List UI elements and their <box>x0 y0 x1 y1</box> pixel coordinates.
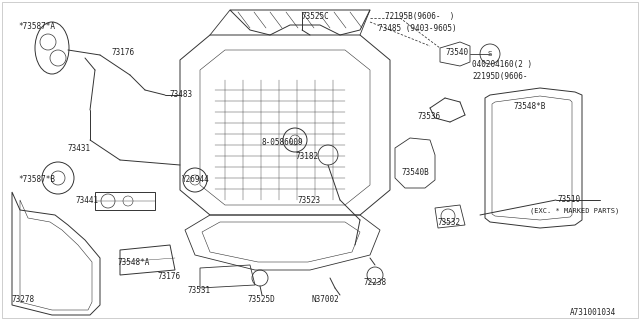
Text: 72195B(9606-  ): 72195B(9606- ) <box>385 12 454 21</box>
Text: 73540: 73540 <box>446 48 469 57</box>
Text: 73182: 73182 <box>295 152 318 161</box>
Text: 73525C: 73525C <box>302 12 330 21</box>
Text: 8-0586009: 8-0586009 <box>262 138 303 147</box>
Text: 73523: 73523 <box>298 196 321 205</box>
Text: Y26944: Y26944 <box>182 175 210 184</box>
Text: 73510: 73510 <box>558 195 581 204</box>
Text: 73525D: 73525D <box>248 295 276 304</box>
Text: 73431: 73431 <box>68 144 91 153</box>
Text: 040204160(2 ): 040204160(2 ) <box>472 60 532 69</box>
Text: 73441: 73441 <box>75 196 98 205</box>
Text: 73548*B: 73548*B <box>514 102 547 111</box>
Text: 73176: 73176 <box>158 272 181 281</box>
Text: N37002: N37002 <box>312 295 340 304</box>
Text: 73531: 73531 <box>188 286 211 295</box>
Text: 73536: 73536 <box>418 112 441 121</box>
Text: A731001034: A731001034 <box>570 308 616 317</box>
Text: 73540B: 73540B <box>402 168 429 177</box>
Text: 72238: 72238 <box>364 278 387 287</box>
Text: 73532: 73532 <box>438 218 461 227</box>
Text: *73587*B: *73587*B <box>18 175 55 184</box>
Text: (EXC. * MARKED PARTS): (EXC. * MARKED PARTS) <box>530 207 620 213</box>
Text: 73278: 73278 <box>12 295 35 304</box>
Text: S: S <box>488 51 492 57</box>
Text: 73176: 73176 <box>112 48 135 57</box>
Text: 73485 (9403-9605): 73485 (9403-9605) <box>378 24 456 33</box>
Text: 73483: 73483 <box>170 90 193 99</box>
Text: *73587*A: *73587*A <box>18 22 55 31</box>
Text: 73548*A: 73548*A <box>118 258 150 267</box>
Text: 22195D(9606-: 22195D(9606- <box>472 72 527 81</box>
